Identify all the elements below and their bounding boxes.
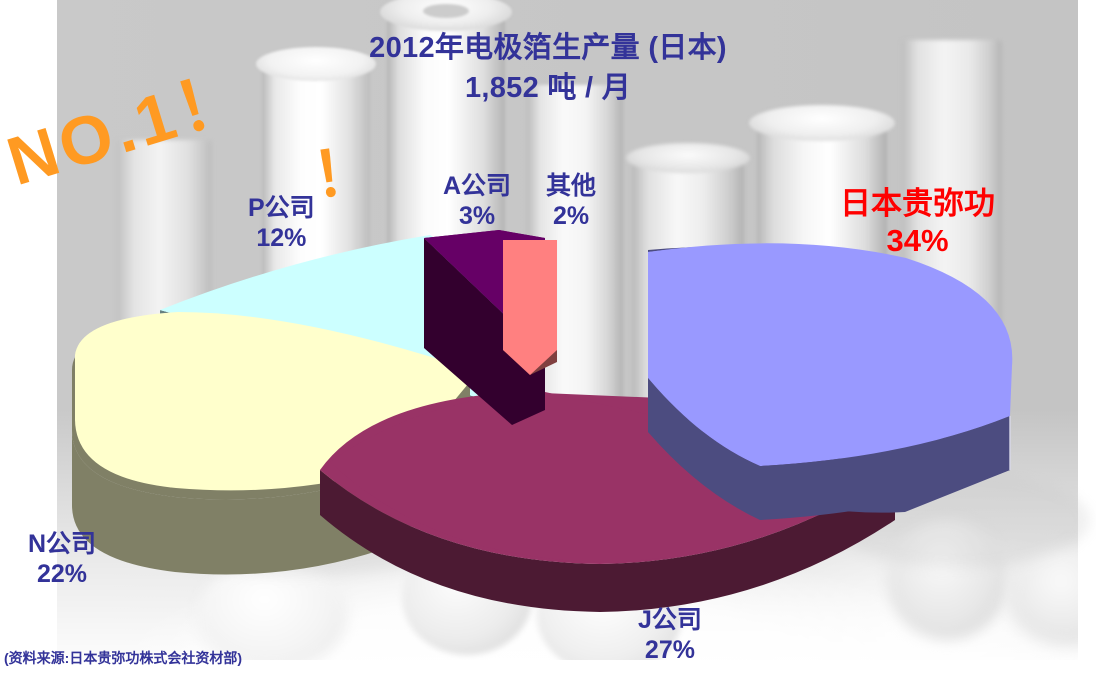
no1-badge-exclamation: ！	[308, 134, 380, 212]
title-line-2: 1,852 吨 / 月	[464, 72, 632, 105]
slice-label-nippon-chemicon: 日本贵弥功 34%	[840, 186, 995, 259]
pie-slice-other[interactable]	[503, 240, 557, 375]
slice-label-P-pct: 12%	[256, 223, 307, 252]
slice-label-P-name: P公司	[248, 194, 315, 222]
slice-label-A-name: A公司	[443, 172, 512, 200]
slice-label-N: N公司 22%	[28, 530, 96, 589]
page-title: 2012年电极箔生产量 (日本) 1,852 吨 / 月	[0, 28, 1096, 108]
slice-label-nippon-chemicon-pct: 34%	[886, 222, 949, 258]
slice-label-N-name: N公司	[28, 530, 97, 558]
slice-label-A: A公司 3%	[443, 172, 511, 231]
slice-label-J-name: J公司	[638, 606, 702, 634]
source-note: (资料来源:日本贵弥功株式会社资材部)	[4, 650, 242, 666]
title-line-1: 2012年电极箔生产量 (日本)	[369, 32, 727, 64]
slice-label-other-pct: 2%	[552, 201, 590, 230]
slice-label-J-pct: 27%	[644, 635, 695, 664]
slice-label-P: P公司 12%	[248, 194, 315, 253]
slice-label-nippon-chemicon-name: 日本贵弥功	[840, 186, 995, 221]
slice-label-other-name: 其他	[546, 172, 597, 200]
pie-slice-nippon-chemicon[interactable]	[648, 243, 1013, 520]
slice-label-J: J公司 27%	[638, 606, 702, 665]
slice-label-other: 其他 2%	[546, 172, 596, 231]
slice-label-A-pct: 3%	[458, 201, 496, 230]
capacitor-disc	[197, 560, 347, 660]
slice-label-N-pct: 22%	[37, 559, 88, 588]
